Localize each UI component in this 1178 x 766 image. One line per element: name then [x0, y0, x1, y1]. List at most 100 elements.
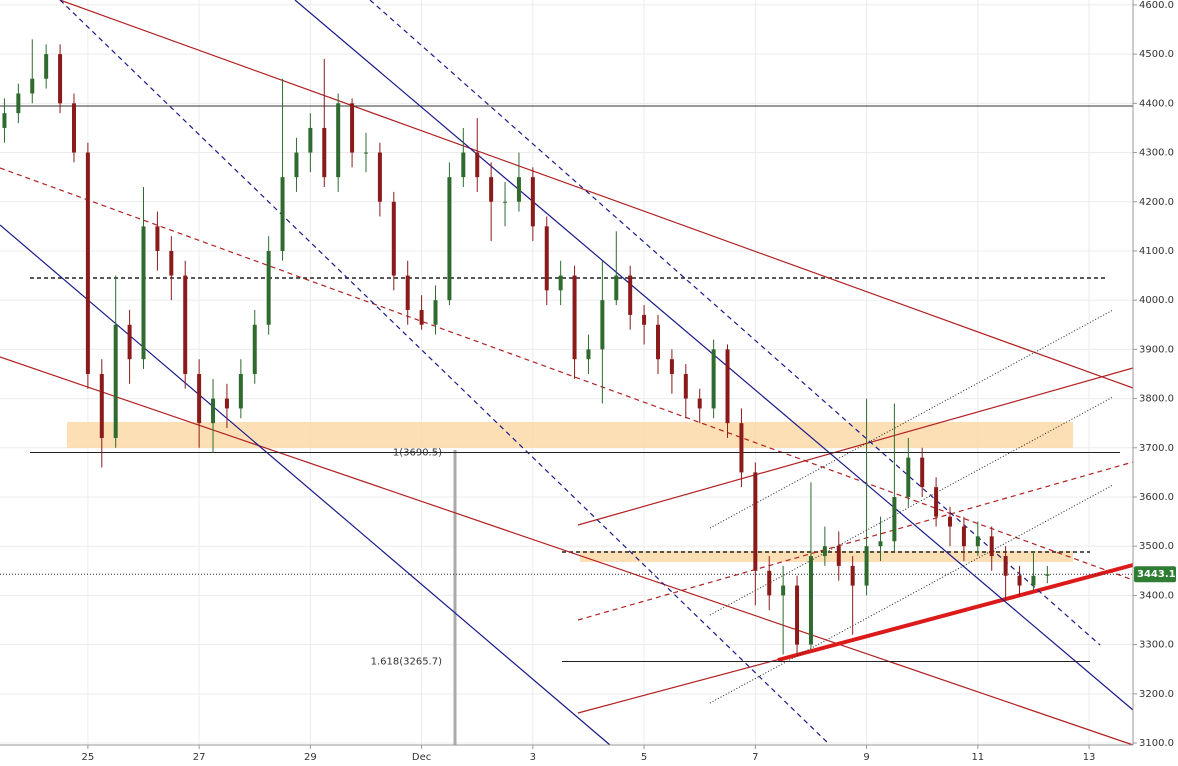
candle-body — [975, 536, 980, 547]
candle-body — [544, 226, 549, 291]
x-tick-label: 25 — [82, 752, 95, 763]
trend-line — [0, 167, 1134, 581]
candle-body — [878, 541, 883, 547]
candle-body — [99, 373, 104, 438]
fib-label: 1.618(3265.7) — [371, 656, 443, 667]
candle-body — [405, 275, 410, 311]
candle-body — [767, 570, 772, 596]
y-tick-label: 3700.0 — [1139, 443, 1174, 454]
candle-body — [433, 300, 438, 325]
candle-body — [586, 349, 591, 360]
candle-body — [739, 423, 744, 473]
trend-line — [577, 461, 1134, 621]
candle-body — [322, 127, 327, 178]
trend-line — [59, 0, 1134, 389]
candle-body — [530, 177, 535, 227]
candle-body — [572, 275, 577, 360]
y-tick-label: 4000.0 — [1139, 295, 1174, 306]
candle-body — [461, 152, 466, 178]
x-tick-label: 3 — [530, 752, 536, 763]
fib-label: 1(3690.5) — [393, 447, 442, 458]
candle-body — [475, 152, 480, 178]
candle-body — [920, 457, 925, 488]
candle-body — [197, 373, 202, 424]
y-tick-label: 4500.0 — [1139, 49, 1174, 60]
y-tick-label: 3600.0 — [1139, 492, 1174, 503]
y-tick-label: 4100.0 — [1139, 246, 1174, 257]
candle-body — [655, 324, 660, 360]
y-tick-label: 3300.0 — [1139, 640, 1174, 651]
candle-body — [1045, 574, 1050, 576]
candle-body — [391, 201, 396, 276]
candle-body — [169, 250, 174, 276]
candle-body — [753, 472, 758, 571]
candle-body — [211, 398, 216, 424]
candle-body — [447, 177, 452, 301]
x-tick-label: 7 — [752, 752, 758, 763]
y-tick-label: 3800.0 — [1139, 394, 1174, 405]
trend-line — [0, 224, 611, 746]
y-tick-label: 3500.0 — [1139, 541, 1174, 552]
candle-body — [516, 177, 521, 202]
candle-body — [697, 398, 702, 409]
candle-body — [683, 373, 688, 399]
candle-body — [795, 585, 800, 645]
candle-body — [711, 349, 716, 409]
candle-body — [669, 359, 674, 374]
candle-body — [600, 300, 605, 350]
candle-body — [989, 536, 994, 557]
candle-body — [350, 103, 355, 153]
candle-body — [183, 275, 188, 374]
candle-body — [781, 585, 786, 596]
trend-line — [577, 367, 1134, 526]
last-price-box — [1134, 566, 1176, 583]
candle-body — [30, 78, 35, 94]
trend-line — [709, 309, 1114, 529]
y-tick-label: 4400.0 — [1139, 98, 1174, 109]
candle-body — [558, 275, 563, 291]
x-tick-label: 9 — [863, 752, 869, 763]
candle-body — [850, 565, 855, 586]
x-tick-label: 13 — [1083, 752, 1096, 763]
y-tick-label: 3200.0 — [1139, 689, 1174, 700]
candle-body — [808, 556, 813, 645]
candle-body — [1003, 556, 1008, 576]
candle-body — [336, 103, 341, 178]
candle-body — [1031, 575, 1036, 586]
candle-body — [961, 526, 966, 547]
candle-body — [836, 546, 841, 566]
candle-body — [906, 457, 911, 497]
trend-line — [59, 0, 831, 746]
candle-body — [44, 54, 49, 79]
candle-body — [252, 324, 257, 374]
candle-body — [503, 201, 508, 203]
trend-lines — [0, 0, 1134, 746]
candle-body — [614, 275, 619, 301]
candle-body — [1017, 575, 1022, 586]
candle-body — [16, 93, 21, 114]
candle-body — [892, 496, 897, 542]
candle-body — [628, 275, 633, 315]
candle-body — [294, 152, 299, 178]
x-tick-label: Dec — [412, 752, 431, 763]
candle-body — [224, 398, 229, 409]
x-tick-label: 27 — [193, 752, 206, 763]
y-tick-label: 3400.0 — [1139, 590, 1174, 601]
last-price-label: 3443.1 — [1137, 569, 1176, 580]
candle-body — [725, 349, 730, 424]
candle-body — [2, 113, 7, 128]
overlay-layer: 1(3690.5) 1.618(3265.7) — [0, 447, 1133, 667]
candle-body — [308, 127, 313, 153]
y-tick-label: 4200.0 — [1139, 197, 1174, 208]
candle-body — [71, 103, 76, 153]
candle-body — [85, 152, 90, 374]
x-tick-label: 29 — [304, 752, 317, 763]
candle-body — [419, 310, 424, 325]
candle-body — [280, 177, 285, 251]
x-tick-label: 5 — [641, 752, 647, 763]
candle-body — [155, 226, 160, 251]
candle-body — [58, 54, 63, 104]
grid-layer — [0, 0, 1133, 745]
candle-body — [642, 314, 647, 325]
axis-labels: 3100.0 3200.0 3300.0 3400.0 3500.0 3600.0 3700… — [82, 0, 1176, 763]
